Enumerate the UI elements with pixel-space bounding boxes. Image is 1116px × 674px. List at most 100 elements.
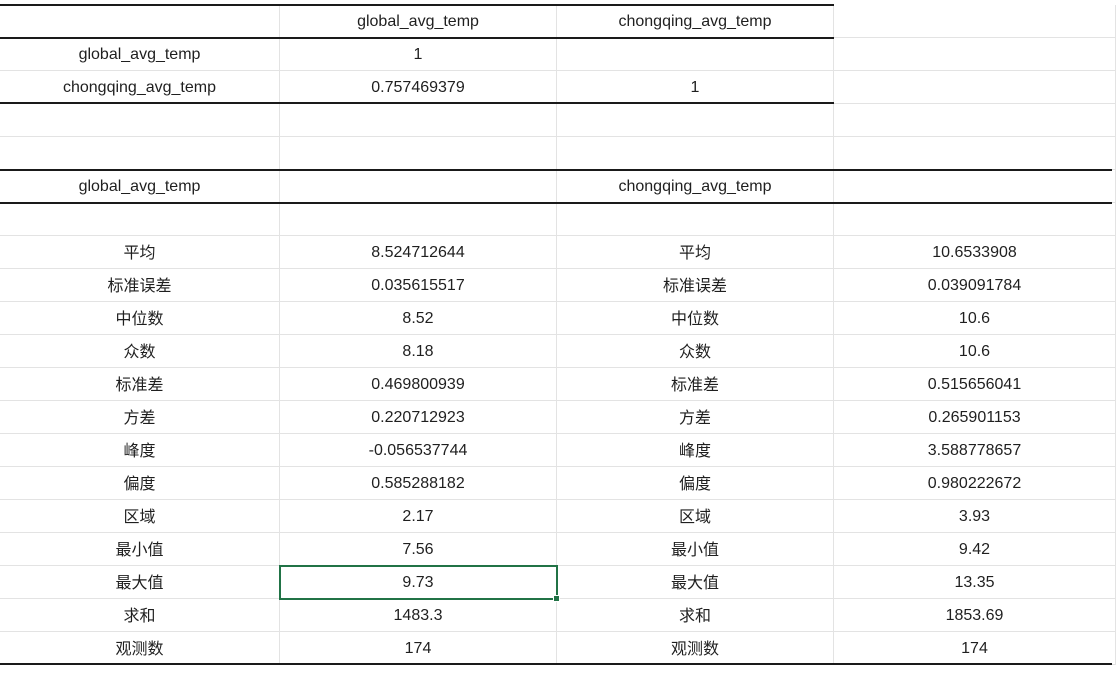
correlation-row-label[interactable]: chongqing_avg_temp <box>0 71 280 104</box>
stats-header-border <box>0 202 1112 204</box>
cell[interactable] <box>557 203 834 236</box>
stat-label[interactable]: 平均 <box>0 236 280 269</box>
correlation-header-row: global_avg_temp chongqing_avg_temp <box>0 5 1116 38</box>
cell[interactable] <box>834 38 1116 71</box>
stat-label[interactable]: 最小值 <box>0 533 280 566</box>
cell[interactable] <box>0 5 280 38</box>
stat-value[interactable]: 174 <box>280 632 557 665</box>
stat-label[interactable]: 最小值 <box>557 533 834 566</box>
empty-row <box>0 104 1116 137</box>
stat-value[interactable]: 174 <box>834 632 1116 665</box>
cell[interactable] <box>280 137 557 170</box>
cell[interactable] <box>557 137 834 170</box>
stat-value[interactable]: 0.585288182 <box>280 467 557 500</box>
stat-label[interactable]: 标准误差 <box>557 269 834 302</box>
empty-row <box>0 203 1116 236</box>
stat-value[interactable]: 10.6 <box>834 302 1116 335</box>
stat-value[interactable]: 1853.69 <box>834 599 1116 632</box>
stat-label[interactable]: 观测数 <box>557 632 834 665</box>
stat-value[interactable]: 0.265901153 <box>834 401 1116 434</box>
stat-value[interactable]: 8.52 <box>280 302 557 335</box>
stat-value[interactable]: 0.515656041 <box>834 368 1116 401</box>
cell[interactable] <box>834 137 1116 170</box>
stat-label[interactable]: 求和 <box>557 599 834 632</box>
stats-row: 峰度 -0.056537744 峰度 3.588778657 <box>0 434 1116 467</box>
stat-value[interactable]: 10.6533908 <box>834 236 1116 269</box>
descriptive-title[interactable]: global_avg_temp <box>0 170 280 203</box>
stat-value[interactable]: 8.18 <box>280 335 557 368</box>
stat-value[interactable]: 0.039091784 <box>834 269 1116 302</box>
stats-row: 中位数 8.52 中位数 10.6 <box>0 302 1116 335</box>
stat-value[interactable]: 3.93 <box>834 500 1116 533</box>
active-cell-selection[interactable] <box>279 565 560 602</box>
stats-row: 标准差 0.469800939 标准差 0.515656041 <box>0 368 1116 401</box>
stat-label[interactable]: 观测数 <box>0 632 280 665</box>
stat-label[interactable]: 标准差 <box>557 368 834 401</box>
stat-label[interactable]: 众数 <box>557 335 834 368</box>
cell[interactable] <box>834 5 1116 38</box>
stat-value[interactable]: 0.035615517 <box>280 269 557 302</box>
correlation-value[interactable]: 1 <box>557 71 834 104</box>
stat-label[interactable]: 最大值 <box>0 566 280 599</box>
cell[interactable] <box>280 104 557 137</box>
stat-value[interactable]: 0.980222672 <box>834 467 1116 500</box>
cell[interactable] <box>0 104 280 137</box>
cell[interactable] <box>280 170 557 203</box>
stat-label[interactable]: 平均 <box>557 236 834 269</box>
stat-value[interactable]: 7.56 <box>280 533 557 566</box>
stat-label[interactable]: 标准差 <box>0 368 280 401</box>
stat-label[interactable]: 中位数 <box>557 302 834 335</box>
stat-label[interactable]: 区域 <box>557 500 834 533</box>
stats-top-border <box>0 169 1112 171</box>
correlation-row: global_avg_temp 1 <box>0 38 1116 71</box>
stat-label[interactable]: 标准误差 <box>0 269 280 302</box>
correlation-value[interactable]: 1 <box>280 38 557 71</box>
cell[interactable] <box>834 104 1116 137</box>
correlation-col-header[interactable]: global_avg_temp <box>280 5 557 38</box>
stat-value[interactable]: 0.220712923 <box>280 401 557 434</box>
cell[interactable] <box>834 203 1116 236</box>
stat-value[interactable]: 8.524712644 <box>280 236 557 269</box>
cell[interactable] <box>834 71 1116 104</box>
stat-label[interactable]: 最大值 <box>557 566 834 599</box>
cell[interactable] <box>0 203 280 236</box>
descriptive-title-row: global_avg_temp chongqing_avg_temp <box>0 170 1116 203</box>
stat-label[interactable]: 中位数 <box>0 302 280 335</box>
table-top-border <box>0 4 834 6</box>
stat-label[interactable]: 区域 <box>0 500 280 533</box>
cell[interactable] <box>280 203 557 236</box>
stat-value[interactable]: 1483.3 <box>280 599 557 632</box>
descriptive-title[interactable]: chongqing_avg_temp <box>557 170 834 203</box>
stats-row: 平均 8.524712644 平均 10.6533908 <box>0 236 1116 269</box>
cell[interactable] <box>557 104 834 137</box>
stat-value[interactable]: 13.35 <box>834 566 1116 599</box>
correlation-value[interactable]: 0.757469379 <box>280 71 557 104</box>
stat-label[interactable]: 方差 <box>557 401 834 434</box>
stat-value[interactable]: 2.17 <box>280 500 557 533</box>
stat-label[interactable]: 峰度 <box>0 434 280 467</box>
table-header-border <box>0 37 834 39</box>
stat-label[interactable]: 偏度 <box>0 467 280 500</box>
stat-label[interactable]: 峰度 <box>557 434 834 467</box>
correlation-row-label[interactable]: global_avg_temp <box>0 38 280 71</box>
stat-label[interactable]: 众数 <box>0 335 280 368</box>
stat-value[interactable]: 0.469800939 <box>280 368 557 401</box>
stat-value[interactable]: 3.588778657 <box>834 434 1116 467</box>
stats-bottom-border <box>0 663 1112 665</box>
stats-row: 求和 1483.3 求和 1853.69 <box>0 599 1116 632</box>
fill-handle[interactable] <box>553 595 560 602</box>
stat-value[interactable]: -0.056537744 <box>280 434 557 467</box>
stat-value[interactable]: 10.6 <box>834 335 1116 368</box>
cell[interactable] <box>834 170 1116 203</box>
cell[interactable] <box>0 137 280 170</box>
stat-label[interactable]: 偏度 <box>557 467 834 500</box>
correlation-col-header[interactable]: chongqing_avg_temp <box>557 5 834 38</box>
stat-label[interactable]: 求和 <box>0 599 280 632</box>
stats-row: 最小值 7.56 最小值 9.42 <box>0 533 1116 566</box>
correlation-value[interactable] <box>557 38 834 71</box>
stats-row: 方差 0.220712923 方差 0.265901153 <box>0 401 1116 434</box>
stat-value[interactable]: 9.42 <box>834 533 1116 566</box>
stat-label[interactable]: 方差 <box>0 401 280 434</box>
correlation-row: chongqing_avg_temp 0.757469379 1 <box>0 71 1116 104</box>
